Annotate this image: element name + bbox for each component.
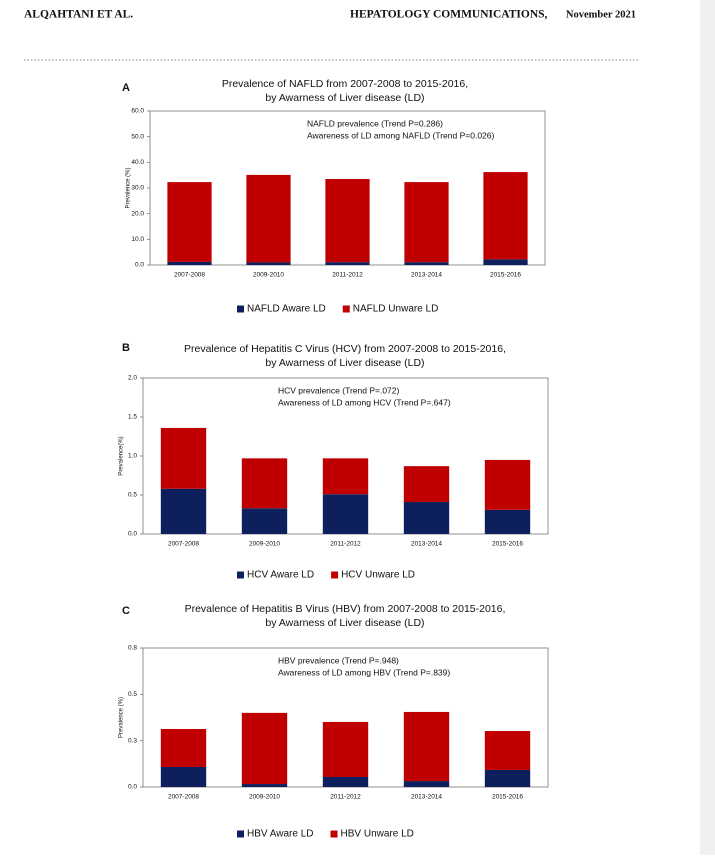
y-tick-label: 40.0 [131, 159, 144, 166]
legend-label: HBV Aware LD [247, 829, 314, 840]
chart-title: Prevalence of Hepatitis C Virus (HCV) fr… [184, 343, 506, 355]
bar-segment [325, 179, 370, 263]
bar-segment [484, 509, 531, 534]
x-tick-label: 2015-2016 [492, 541, 523, 548]
panel-label: B [122, 342, 130, 354]
bar-segment [160, 427, 207, 489]
running-journal: HEPATOLOGY COMMUNICATIONS, [350, 9, 548, 21]
y-tick-label: 1.5 [128, 414, 137, 421]
legend-swatch [342, 305, 350, 313]
running-date: November 2021 [566, 9, 636, 20]
bar-segment [403, 466, 450, 503]
y-tick-label: 0.0 [128, 531, 137, 538]
x-tick-label: 2013-2014 [411, 794, 442, 801]
bar-segment [246, 262, 291, 265]
running-author: ALQAHTANI ET AL. [24, 9, 133, 21]
x-tick-label: 2011-2012 [332, 272, 363, 279]
document: ALQAHTANI ET AL. HEPATOLOGY COMMUNICATIO… [24, 9, 640, 840]
bar-segment [322, 458, 369, 495]
x-tick-label: 2007-2008 [168, 541, 199, 548]
bar-segment [160, 766, 207, 787]
x-tick-label: 2007-2008 [168, 794, 199, 801]
x-tick-label: 2013-2014 [411, 272, 442, 279]
legend-label: NAFLD Unware LD [353, 304, 439, 315]
y-tick-label: 2.0 [128, 375, 137, 382]
chart-title: by Awarness of Liver disease (LD) [265, 92, 424, 104]
y-tick-label: 30.0 [131, 185, 144, 192]
bar-segment [160, 728, 207, 767]
bar-segment [241, 458, 288, 509]
bar-segment [483, 259, 528, 265]
chart-title: by Awarness of Liver disease (LD) [265, 617, 424, 629]
bar-segment [483, 172, 528, 260]
bar-segment [403, 781, 450, 787]
x-tick-label: 2011-2012 [330, 541, 361, 548]
legend-label: HCV Unware LD [341, 570, 415, 581]
bar-segment [241, 712, 288, 785]
bar-segment [484, 769, 531, 787]
x-tick-label: 2015-2016 [490, 272, 521, 279]
bar-segment [403, 711, 450, 782]
bar-segment [404, 262, 449, 265]
legend-label: HBV Unware LD [341, 829, 414, 840]
bar-segment [322, 776, 369, 787]
chart-title: Prevalence of Hepatitis B Virus (HBV) fr… [185, 603, 506, 615]
x-tick-label: 2009-2010 [249, 794, 280, 801]
bar-segment [241, 784, 288, 787]
annotation: HBV prevalence (Trend P=.948) [278, 655, 399, 665]
legend-swatch [331, 571, 339, 579]
y-tick-label: 1.0 [128, 453, 137, 460]
bar-segment [167, 261, 212, 265]
annotation: NAFLD prevalence (Trend P=0.286) [307, 118, 443, 128]
y-tick-label: 0.5 [128, 691, 137, 698]
legend-swatch [330, 830, 338, 838]
bar-segment [160, 488, 207, 534]
y-tick-label: 0.8 [128, 645, 137, 652]
x-tick-label: 2009-2010 [249, 541, 280, 548]
y-tick-label: 10.0 [131, 236, 144, 243]
bar-segment [325, 262, 370, 265]
panel-label: C [122, 605, 130, 617]
bar-segment [404, 182, 449, 263]
legend-label: HCV Aware LD [247, 570, 314, 581]
legend-swatch [237, 830, 244, 838]
bar-segment [322, 494, 369, 534]
panel-label: A [122, 82, 130, 94]
chart-title: by Awarness of Liver disease (LD) [265, 357, 424, 369]
bar-segment [484, 731, 531, 770]
y-tick-label: 60.0 [131, 108, 144, 115]
bar-segment [403, 502, 450, 534]
x-tick-label: 2015-2016 [492, 794, 523, 801]
chart-title: Prevalence of NAFLD from 2007-2008 to 20… [222, 78, 468, 90]
x-tick-label: 2007-2008 [174, 272, 205, 279]
bar-segment [167, 182, 212, 262]
bar-segment [484, 459, 531, 510]
legend-swatch [237, 305, 244, 313]
annotation: HCV prevalence (Trend P=.072) [278, 385, 400, 395]
y-tick-label: 0.5 [128, 492, 137, 499]
bar-segment [246, 174, 291, 263]
annotation: Awareness of LD among HBV (Trend P=.839) [278, 667, 450, 677]
annotation: Awareness of LD among NAFLD (Trend P=0.0… [307, 130, 494, 140]
y-tick-label: 20.0 [131, 210, 144, 217]
y-tick-label: 0.0 [128, 784, 137, 791]
x-tick-label: 2009-2010 [253, 272, 284, 279]
x-tick-label: 2013-2014 [411, 541, 442, 548]
side-strip [700, 0, 715, 855]
y-tick-label: 0.3 [128, 737, 137, 744]
y-axis-label: Prevalence(%) [119, 436, 125, 475]
y-axis-label: Prevalence (%) [126, 167, 132, 208]
y-axis-label: Prevalence (%) [119, 697, 125, 738]
legend-swatch [237, 571, 244, 579]
x-tick-label: 2011-2012 [330, 794, 361, 801]
y-tick-label: 0.0 [135, 262, 144, 269]
bar-segment [241, 508, 288, 534]
y-tick-label: 50.0 [131, 133, 144, 140]
bar-segment [322, 721, 369, 777]
annotation: Awareness of LD among HCV (Trend P=.647) [278, 397, 451, 407]
legend-label: NAFLD Aware LD [247, 304, 326, 315]
